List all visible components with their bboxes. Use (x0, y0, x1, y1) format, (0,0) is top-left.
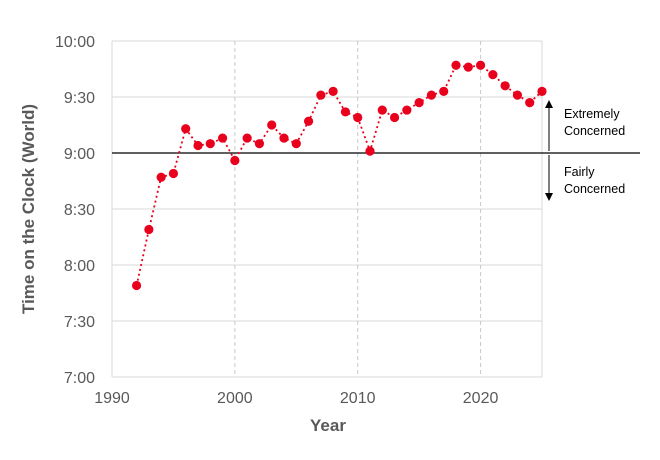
annotation-fairly-concerned: Concerned (564, 182, 625, 196)
data-point (156, 172, 166, 182)
data-point (512, 90, 523, 100)
data-point (328, 86, 338, 96)
x-axis-label: Year (310, 416, 346, 435)
data-point (303, 116, 314, 126)
data-point (414, 98, 424, 108)
y-tick-label: 8:30 (64, 202, 95, 219)
y-tick-label: 9:00 (64, 146, 95, 163)
data-point (291, 139, 301, 149)
data-point (475, 60, 486, 70)
data-point (316, 90, 326, 100)
data-point (144, 224, 154, 235)
y-tick-label: 10:00 (55, 34, 95, 51)
data-point (193, 140, 203, 151)
data-point (254, 139, 265, 149)
data-point (488, 70, 498, 80)
data-point (439, 86, 449, 96)
x-tick-label: 2020 (463, 390, 499, 407)
data-point (525, 98, 535, 108)
data-point (463, 62, 473, 72)
x-tick-label: 2000 (217, 390, 253, 407)
annotation-extremely-concerned: Extremely (564, 107, 620, 121)
x-tick-label: 1990 (94, 390, 130, 407)
data-point (500, 81, 510, 91)
grid-lines (111, 40, 543, 378)
y-axis-label: Time on the Clock (World) (19, 104, 38, 314)
y-tick-label: 7:30 (64, 314, 95, 331)
data-point (377, 105, 387, 115)
data-point (389, 112, 400, 123)
annotation-extremely-concerned: Concerned (564, 124, 625, 138)
data-point (353, 112, 363, 123)
data-point (168, 168, 179, 179)
data-point (217, 133, 228, 143)
annotations: Extremely Concerned Fairly Concerned (545, 100, 625, 201)
data-point (402, 105, 412, 115)
y-tick-label: 9:30 (64, 90, 95, 107)
data-point (537, 86, 547, 96)
y-tick-label: 7:00 (64, 370, 95, 387)
tick-labels: 7:00 7:30 8:00 8:30 9:00 9:30 10:00 1990 2000 201… (55, 34, 499, 407)
annotation-fairly-concerned: Fairly (564, 165, 595, 179)
data-point (451, 60, 461, 70)
x-tick-label: 2010 (340, 390, 376, 407)
data-point (340, 107, 351, 117)
arrow-head-down-icon (545, 193, 553, 201)
data-point (181, 124, 191, 134)
data-point (230, 155, 240, 166)
data-point (279, 133, 289, 143)
arrow-head-up-icon (545, 100, 553, 108)
data-point (426, 90, 437, 100)
data-point (205, 139, 215, 149)
data-point (365, 146, 375, 156)
y-tick-label: 8:00 (64, 258, 95, 275)
series-group (131, 60, 547, 291)
data-point (267, 120, 277, 130)
series-line (135, 64, 543, 286)
data-point (131, 280, 142, 291)
data-point (242, 133, 252, 143)
